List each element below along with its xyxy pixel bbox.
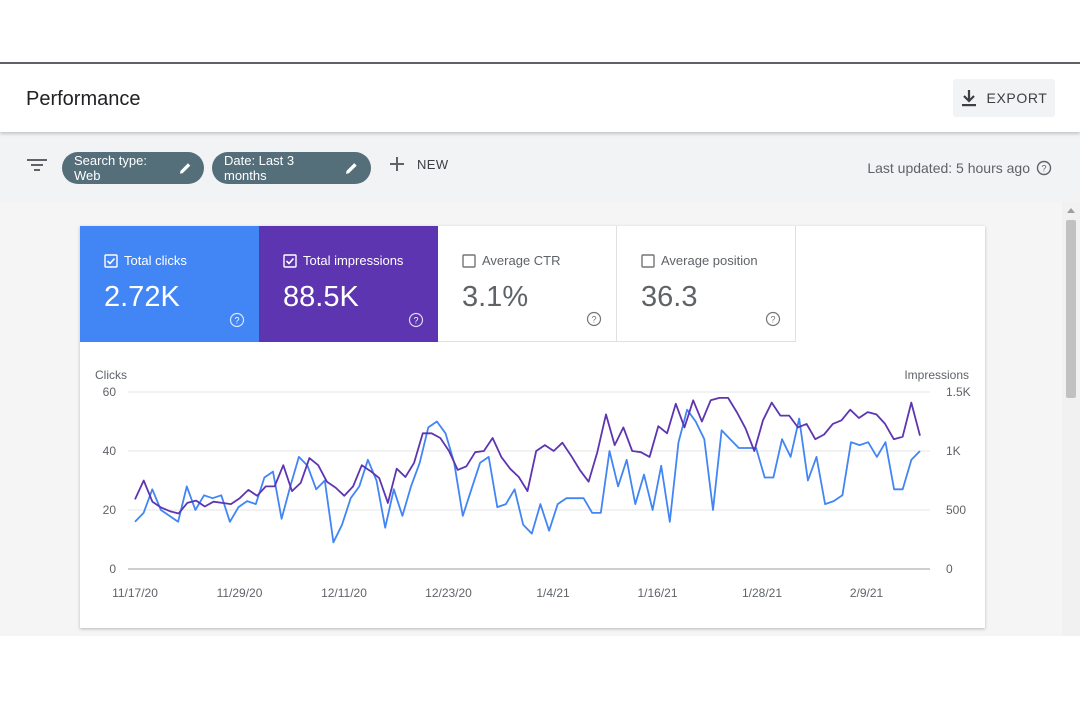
- y2-tick-label: 500: [946, 503, 966, 517]
- y-tick-label: 20: [103, 503, 117, 517]
- y2-tick-label: 1K: [946, 444, 961, 458]
- svg-text:?: ?: [591, 315, 596, 325]
- help-icon[interactable]: ?: [765, 311, 781, 327]
- x-tick-label: 1/4/21: [536, 586, 570, 600]
- y2-tick-label: 1.5K: [946, 385, 971, 399]
- x-tick-label: 11/29/20: [217, 586, 263, 600]
- plus-icon: [390, 157, 404, 171]
- new-filter-label: NEW: [417, 156, 449, 172]
- x-tick-label: 12/23/20: [425, 586, 472, 600]
- date-range-chip[interactable]: Date: Last 3 months: [212, 152, 371, 184]
- metric-average-position[interactable]: Average position 36.3 ?: [617, 226, 796, 342]
- svg-text:?: ?: [1041, 164, 1046, 174]
- metric-label: Average CTR: [482, 253, 561, 268]
- help-icon[interactable]: ?: [1036, 160, 1052, 176]
- performance-chart-svg: Clicks Impressions 0 20 40 60 0 500 1K 1.5K 11…: [95, 368, 971, 600]
- checkbox-unchecked-icon[interactable]: [641, 253, 655, 268]
- y-axis-title-clicks: Clicks: [95, 368, 127, 382]
- performance-card: Total clicks 2.72K ? Total impressions 8…: [80, 226, 985, 628]
- y-tick-label: 60: [103, 385, 117, 399]
- filter-icon[interactable]: [27, 157, 47, 173]
- x-tick-label: 11/17/20: [112, 586, 158, 600]
- edit-icon: [346, 163, 358, 174]
- x-axis-ticks: 11/17/20 11/29/20 12/11/20 12/23/20 1/4/21 1/…: [112, 586, 883, 600]
- chart-grid: [128, 391, 930, 570]
- page-header: Performance EXPORT: [0, 64, 1080, 132]
- y2-axis-ticks: 0 500 1K 1.5K: [946, 385, 971, 576]
- vertical-scrollbar[interactable]: [1062, 202, 1080, 636]
- metric-average-ctr[interactable]: Average CTR 3.1% ?: [438, 226, 617, 342]
- chart-series: [134, 397, 921, 544]
- svg-text:?: ?: [770, 315, 775, 325]
- last-updated-text: Last updated: 5 hours ago: [867, 160, 1030, 176]
- series-line-clicks: [134, 408, 921, 544]
- new-filter-button[interactable]: NEW: [389, 156, 449, 172]
- search-console-app: Performance EXPORT Search type: Web Date…: [0, 62, 1080, 636]
- edit-icon: [179, 163, 191, 174]
- x-tick-label: 1/28/21: [742, 586, 782, 600]
- checkbox-checked-icon[interactable]: [104, 253, 118, 268]
- performance-chart: Clicks Impressions 0 20 40 60 0 500 1K 1.5K 11…: [80, 354, 985, 628]
- search-type-chip-label: Search type: Web: [74, 153, 147, 183]
- svg-text:?: ?: [234, 316, 239, 326]
- x-tick-label: 1/16/21: [637, 586, 677, 600]
- metric-total-impressions[interactable]: Total impressions 88.5K ?: [259, 226, 438, 342]
- x-tick-label: 12/11/20: [321, 586, 367, 600]
- download-icon: [961, 90, 976, 107]
- metric-value: 3.1%: [462, 281, 529, 313]
- content-area: Total clicks 2.72K ? Total impressions 8…: [0, 202, 1062, 636]
- metric-label: Total impressions: [303, 253, 404, 268]
- series-line-impressions: [134, 397, 921, 515]
- y-tick-label: 0: [109, 562, 116, 576]
- search-type-chip[interactable]: Search type: Web: [62, 152, 204, 184]
- y-axis-title-impressions: Impressions: [904, 368, 969, 382]
- date-range-chip-label: Date: Last 3 months: [224, 153, 295, 183]
- metric-label: Average position: [661, 253, 758, 268]
- filter-bar: Search type: Web Date: Last 3 months NEW…: [0, 134, 1080, 200]
- scroll-up-arrow-icon[interactable]: [1067, 208, 1075, 213]
- y2-tick-label: 0: [946, 562, 953, 576]
- export-button[interactable]: EXPORT: [953, 79, 1055, 117]
- help-icon[interactable]: ?: [408, 312, 424, 328]
- metric-value: 36.3: [641, 281, 698, 313]
- metric-value: 2.72K: [104, 281, 180, 313]
- page-title: Performance: [26, 88, 141, 110]
- x-tick-label: 2/9/21: [850, 586, 884, 600]
- help-icon[interactable]: ?: [586, 311, 602, 327]
- svg-text:?: ?: [413, 316, 418, 326]
- scrollbar-thumb[interactable]: [1066, 220, 1076, 398]
- y-tick-label: 40: [103, 444, 117, 458]
- checkbox-unchecked-icon[interactable]: [462, 253, 476, 268]
- metric-total-clicks[interactable]: Total clicks 2.72K ?: [80, 226, 259, 342]
- checkbox-checked-icon[interactable]: [283, 253, 297, 268]
- export-label: EXPORT: [986, 90, 1048, 106]
- metric-value: 88.5K: [283, 281, 359, 313]
- y-axis-ticks: 0 20 40 60: [103, 385, 117, 576]
- last-updated: Last updated: 5 hours ago ?: [867, 160, 1052, 176]
- metric-label: Total clicks: [124, 253, 187, 268]
- help-icon[interactable]: ?: [229, 312, 245, 328]
